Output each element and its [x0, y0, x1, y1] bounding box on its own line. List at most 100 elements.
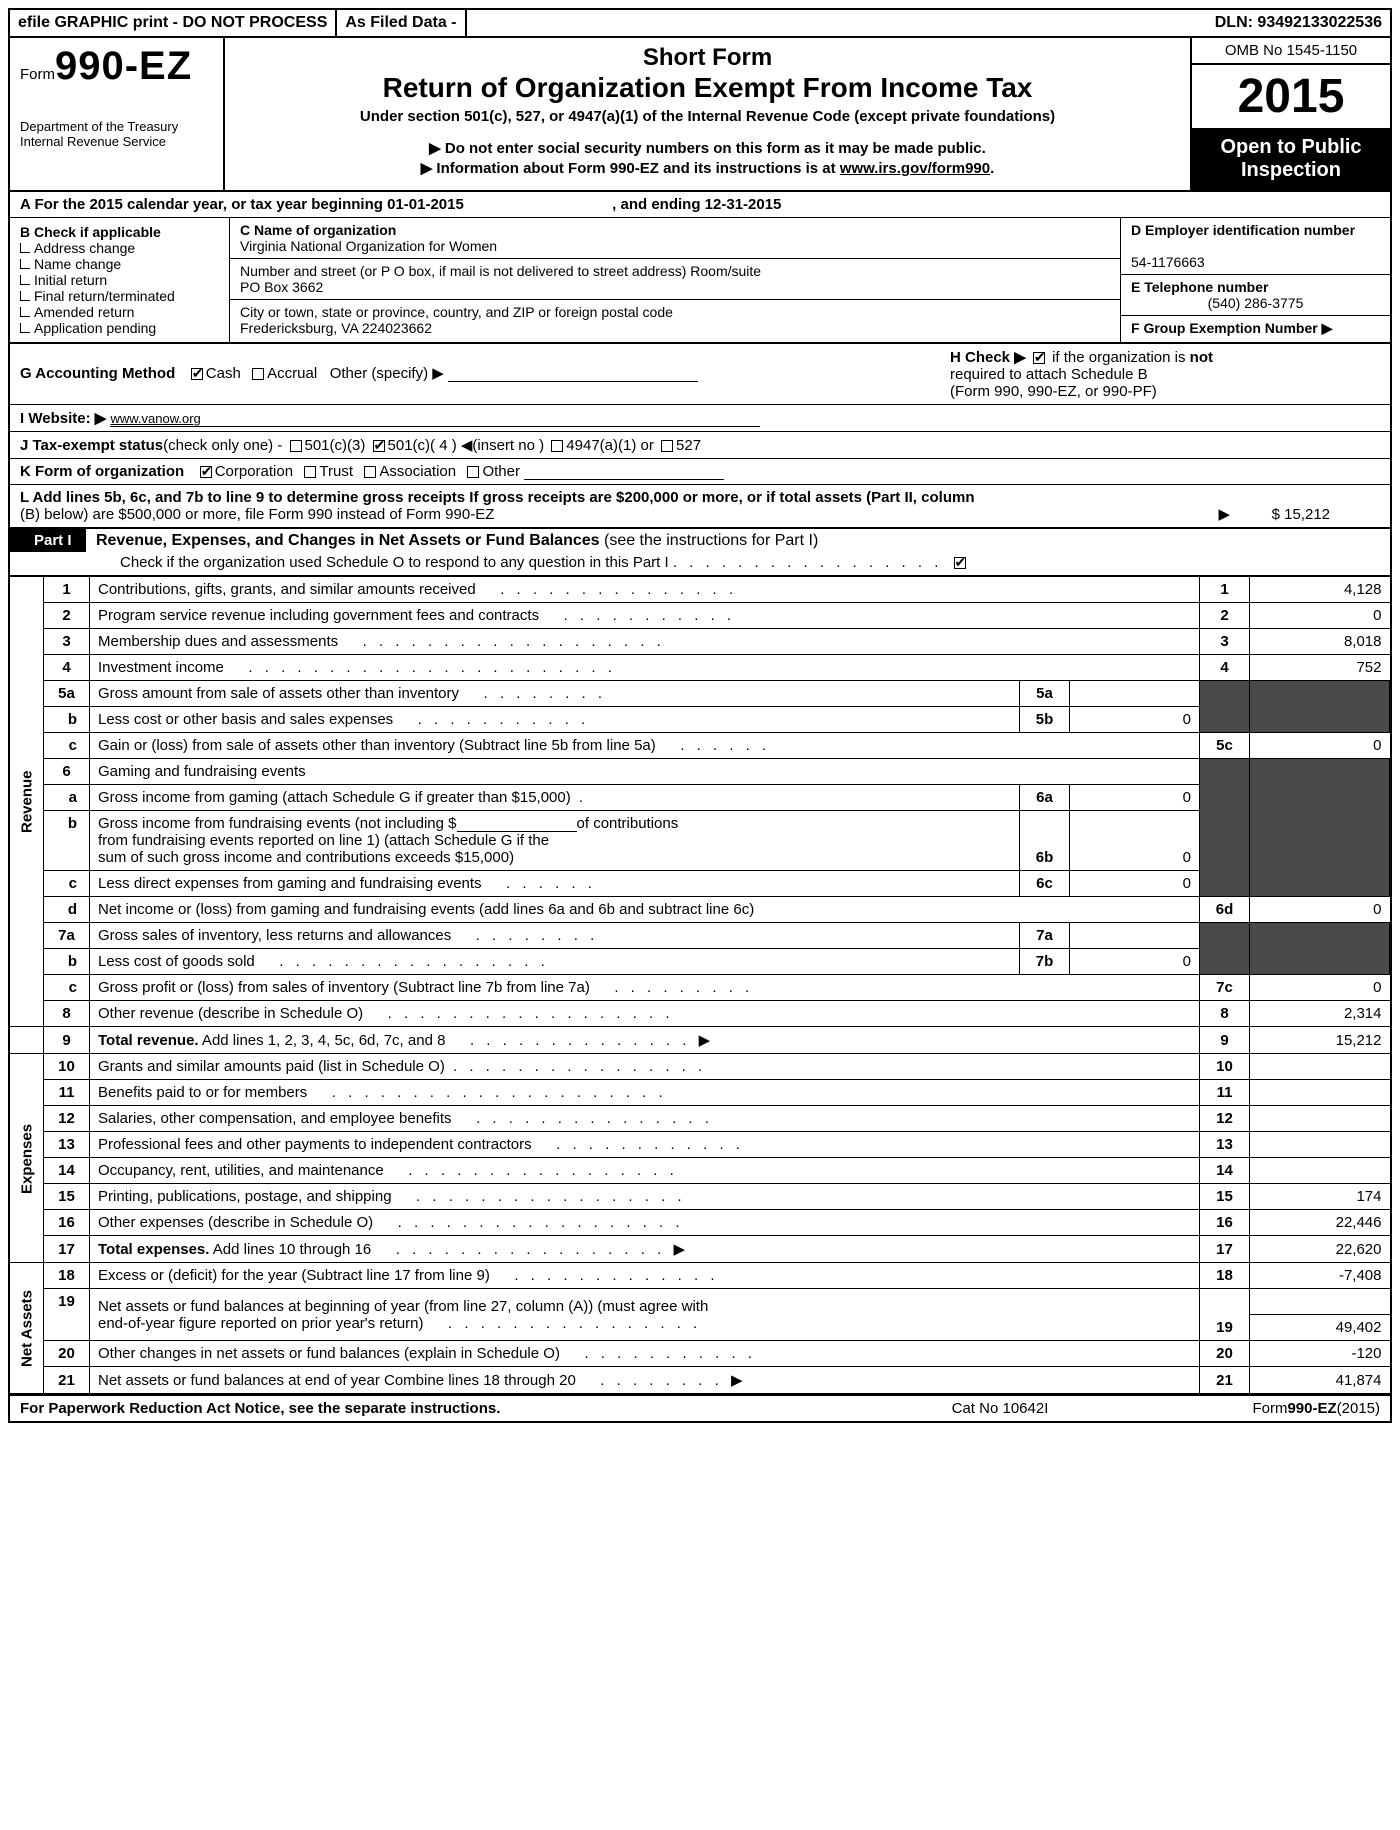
topbar: efile GRAPHIC print - DO NOT PROCESS As …: [10, 10, 1390, 38]
tel-label: E Telephone number: [1131, 279, 1268, 295]
omb-number: OMB No 1545-1150: [1192, 38, 1390, 65]
as-filed: As Filed Data -: [337, 10, 466, 36]
tel-cell: E Telephone number (540) 286-3775: [1121, 275, 1390, 316]
line-6d: d Net income or (loss) from gaming and f…: [10, 897, 1390, 923]
l19-desc: Net assets or fund balances at beginning…: [90, 1289, 1200, 1341]
header-mid: Short Form Return of Organization Exempt…: [225, 38, 1190, 190]
l21-box: 21: [1200, 1367, 1250, 1394]
form-title: Return of Organization Exempt From Incom…: [383, 72, 1033, 104]
website-link[interactable]: www.vanow.org: [110, 411, 760, 427]
ck-527[interactable]: [661, 440, 673, 452]
l21-desc: Net assets or fund balances at end of ye…: [90, 1367, 1200, 1394]
line-10: Expenses 10 Grants and similar amounts p…: [10, 1054, 1390, 1080]
tax-year: 2015: [1192, 65, 1390, 128]
ck-cash[interactable]: [191, 368, 203, 380]
l6d-val: 0: [1250, 897, 1390, 923]
ck-association[interactable]: [364, 466, 376, 478]
ck-4947[interactable]: [551, 440, 563, 452]
l1-desc: Contributions, gifts, grants, and simila…: [90, 577, 1200, 603]
line-11: 11 Benefits paid to or for members . . .…: [10, 1080, 1390, 1106]
l5a-shade2: [1250, 681, 1390, 707]
l2-box: 2: [1200, 603, 1250, 629]
k-other-fill[interactable]: [524, 479, 724, 480]
l8-desc: Other revenue (describe in Schedule O) .…: [90, 1001, 1200, 1027]
org-addr-cell: Number and street (or P O box, if mail i…: [230, 259, 1120, 300]
l13-no: 13: [44, 1132, 90, 1158]
l-arrow: ▶: [1218, 505, 1230, 523]
l2-no: 2: [44, 603, 90, 629]
l7b-iv: 0: [1070, 949, 1200, 975]
footer-notice: For Paperwork Reduction Act Notice, see …: [20, 1400, 860, 1417]
sidelabel-revenue: Revenue: [10, 577, 44, 1027]
header-right: OMB No 1545-1150 2015 Open to Public Ins…: [1190, 38, 1390, 190]
l6b-shade2: [1250, 811, 1390, 871]
row-j-status: J Tax-exempt status(check only one) - 50…: [10, 432, 1390, 459]
l6a-shade2: [1250, 785, 1390, 811]
dln-value: 93492133022536: [1257, 14, 1382, 31]
header-left: Form990-EZ Department of the Treasury In…: [10, 38, 225, 190]
rowa-mid: , and ending: [612, 196, 705, 213]
g-label: G Accounting Method: [20, 365, 175, 382]
l7b-shade2: [1250, 949, 1390, 975]
l1-box: 1: [1200, 577, 1250, 603]
line-7b: b Less cost of goods sold . . . . . . . …: [10, 949, 1390, 975]
l17-box: 17: [1200, 1236, 1250, 1263]
l9-no: 9: [44, 1027, 90, 1054]
line-19: 19 Net assets or fund balances at beginn…: [10, 1289, 1390, 1341]
l7a-desc: Gross sales of inventory, less returns a…: [90, 923, 1020, 949]
line-20: 20 Other changes in net assets or fund b…: [10, 1341, 1390, 1367]
ck-accrual[interactable]: [252, 368, 264, 380]
dln: DLN: 93492133022536: [1207, 10, 1390, 36]
l7a-iv: [1070, 923, 1200, 949]
line-12: 12 Salaries, other compensation, and emp…: [10, 1106, 1390, 1132]
l6a-ib: 6a: [1020, 785, 1070, 811]
l9-desc: Total revenue. Add lines 1, 2, 3, 4, 5c,…: [90, 1027, 1200, 1054]
k-corp: Corporation: [215, 463, 293, 480]
ck-amended-return[interactable]: Amended return: [20, 304, 219, 320]
ck-other-org[interactable]: [467, 466, 479, 478]
rowa-begin: 01-01-2015: [387, 196, 464, 213]
l7a-shade2: [1250, 923, 1390, 949]
l19-no: 19: [44, 1289, 90, 1341]
open-line2: Inspection: [1196, 159, 1386, 182]
org-name-label: C Name of organization: [240, 222, 396, 238]
part1-title-text: Revenue, Expenses, and Changes in Net As…: [96, 532, 600, 549]
h-text2: required to attach Schedule B: [950, 366, 1148, 383]
ck-corporation[interactable]: [200, 466, 212, 478]
line-5a: 5a Gross amount from sale of assets othe…: [10, 681, 1390, 707]
l14-val: [1250, 1158, 1390, 1184]
l2-val: 0: [1250, 603, 1390, 629]
ck-501c3[interactable]: [290, 440, 302, 452]
ck-schedb-not-required[interactable]: [1033, 352, 1045, 364]
irs-link[interactable]: www.irs.gov/form990: [840, 160, 990, 177]
ck-501c[interactable]: [373, 440, 385, 452]
l3-desc: Membership dues and assessments . . . . …: [90, 629, 1200, 655]
info-link-row: ▶ Information about Form 990-EZ and its …: [421, 159, 995, 177]
ck-schedo-part1[interactable]: [954, 557, 966, 569]
l2-desc: Program service revenue including govern…: [90, 603, 1200, 629]
ck-initial-return[interactable]: Initial return: [20, 272, 219, 288]
l5c-val: 0: [1250, 733, 1390, 759]
l6c-desc: Less direct expenses from gaming and fun…: [90, 871, 1020, 897]
l6a-shade: [1200, 785, 1250, 811]
form-subtitle: Under section 501(c), 527, or 4947(a)(1)…: [360, 108, 1055, 125]
line-9: 9 Total revenue. Add lines 1, 2, 3, 4, 5…: [10, 1027, 1390, 1054]
ck-final-return[interactable]: Final return/terminated: [20, 288, 219, 304]
ein: 54-1176663: [1131, 254, 1205, 270]
l6-no: 6: [44, 759, 90, 785]
l3-box: 3: [1200, 629, 1250, 655]
l7c-val: 0: [1250, 975, 1390, 1001]
ck-address-change[interactable]: Address change: [20, 240, 219, 256]
ck-trust[interactable]: [304, 466, 316, 478]
line-6c: c Less direct expenses from gaming and f…: [10, 871, 1390, 897]
j-sub: (check only one) -: [163, 437, 282, 454]
ck-name-change[interactable]: Name change: [20, 256, 219, 272]
sidelabel-expenses: Expenses: [10, 1054, 44, 1263]
l6a-iv: 0: [1070, 785, 1200, 811]
efile-notice: efile GRAPHIC print - DO NOT PROCESS: [10, 10, 337, 36]
ck-application-pending[interactable]: Application pending: [20, 320, 219, 336]
part1-check-text: Check if the organization used Schedule …: [120, 554, 669, 571]
h-text3: (Form 990, 990-EZ, or 990-PF): [950, 383, 1157, 400]
dept-irs: Internal Revenue Service: [20, 134, 213, 149]
other-fill[interactable]: [448, 381, 698, 382]
